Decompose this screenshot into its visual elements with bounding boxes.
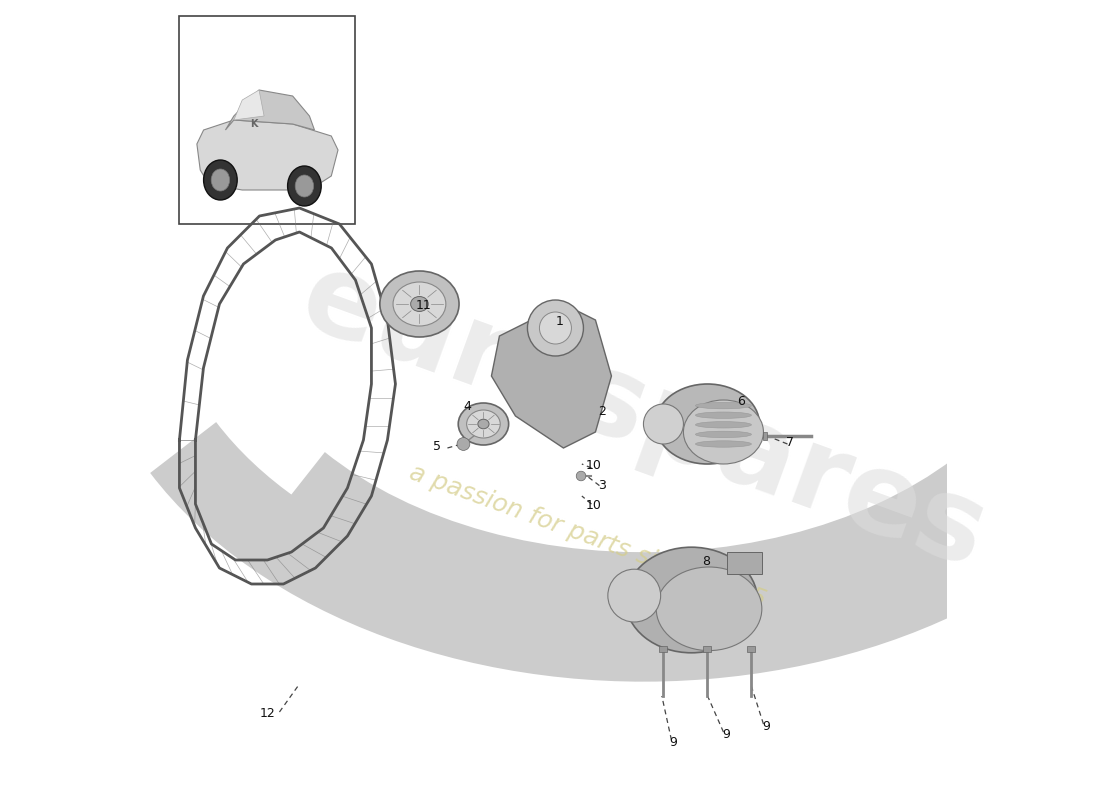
- Text: 9: 9: [669, 736, 676, 749]
- Text: 3: 3: [598, 479, 606, 492]
- Text: 2: 2: [598, 405, 606, 418]
- Ellipse shape: [695, 412, 751, 418]
- Text: a passion for parts since 1985: a passion for parts since 1985: [406, 460, 769, 612]
- Ellipse shape: [459, 403, 508, 445]
- Bar: [659, 646, 668, 652]
- Text: 6: 6: [737, 395, 745, 408]
- Ellipse shape: [410, 297, 428, 311]
- Ellipse shape: [393, 282, 446, 326]
- Ellipse shape: [656, 384, 759, 464]
- Polygon shape: [492, 304, 612, 448]
- Text: 1: 1: [556, 315, 563, 328]
- Text: 12: 12: [260, 707, 275, 720]
- Text: 8: 8: [702, 555, 710, 568]
- Circle shape: [539, 312, 571, 344]
- Bar: [763, 432, 768, 440]
- Ellipse shape: [683, 400, 763, 464]
- Circle shape: [527, 300, 583, 356]
- Text: 4: 4: [463, 400, 472, 413]
- Ellipse shape: [657, 567, 762, 650]
- Text: 5: 5: [433, 440, 441, 453]
- Bar: [727, 551, 762, 574]
- Ellipse shape: [695, 422, 751, 428]
- Circle shape: [608, 570, 661, 622]
- Ellipse shape: [695, 402, 751, 409]
- Ellipse shape: [695, 441, 751, 447]
- Text: 10: 10: [586, 459, 602, 472]
- Circle shape: [576, 471, 586, 481]
- Ellipse shape: [466, 410, 500, 438]
- Ellipse shape: [626, 547, 758, 653]
- Text: 10: 10: [586, 499, 602, 512]
- Ellipse shape: [695, 431, 751, 438]
- Text: 11: 11: [416, 299, 431, 312]
- Text: 7: 7: [785, 436, 794, 449]
- Circle shape: [456, 438, 470, 450]
- Ellipse shape: [379, 271, 459, 337]
- Text: 9: 9: [762, 720, 771, 733]
- Bar: [179, 16, 355, 224]
- Text: eurospares: eurospares: [286, 241, 1001, 591]
- Ellipse shape: [477, 419, 490, 429]
- Text: 9: 9: [723, 728, 730, 741]
- Circle shape: [644, 404, 683, 444]
- Bar: [747, 646, 756, 652]
- Bar: [703, 646, 712, 652]
